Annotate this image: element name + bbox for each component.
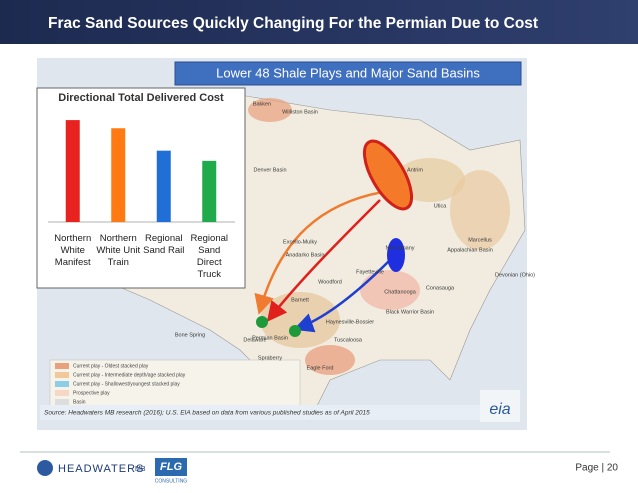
map-label: Marcellus	[468, 237, 492, 243]
sand-basin	[256, 316, 268, 328]
map-label: Devonian (Ohio)	[495, 272, 535, 278]
map-label: Barnett	[291, 297, 309, 303]
logo2: FLG	[160, 461, 182, 473]
page-number: Page | 20	[575, 463, 618, 474]
bar	[65, 120, 80, 222]
bar	[156, 150, 171, 222]
map-label: Williston Basin	[282, 109, 318, 115]
x-tick-label: Northern White Unit Train	[96, 233, 141, 268]
eia-logo: eia	[489, 401, 510, 418]
slide-title: Frac Sand Sources Quickly Changing For t…	[48, 15, 538, 32]
chart-title: Directional Total Delivered Cost	[58, 92, 224, 104]
map-title: Lower 48 Shale Plays and Major Sand Basi…	[216, 65, 480, 80]
map-label: Haynesville-Bossier	[326, 319, 374, 325]
sand-basin	[387, 238, 405, 272]
play	[360, 270, 420, 310]
map-label: Excello-Mulky	[283, 239, 317, 245]
map-label: Chattanooga	[384, 289, 416, 295]
arrow	[254, 188, 396, 315]
sand-basin	[289, 325, 301, 337]
map-label: Antrim	[407, 167, 423, 173]
map-label: Denver Basin	[253, 167, 286, 173]
legend-label: Prospective play	[73, 390, 110, 396]
logo2-sub: CONSULTING	[155, 478, 188, 484]
map-label: Black Warrior Basin	[386, 309, 434, 315]
sand-basin	[362, 139, 414, 211]
logo-bg	[480, 390, 520, 422]
header-bar	[0, 0, 638, 44]
map-label: Delaware	[243, 337, 266, 343]
logo1-suffix: MB	[135, 466, 146, 473]
map-label: Eagle Ford	[307, 365, 334, 371]
logo1: HEADWATERS	[58, 463, 144, 475]
play	[248, 98, 292, 122]
legend-label: Current play - Shallowest/youngest stack…	[73, 381, 180, 387]
legend-label: Current play - Intermediate depth/age st…	[73, 372, 186, 378]
legend-label: Basin	[73, 399, 86, 405]
legend-label: Current play - Oldest stacked play	[73, 363, 149, 369]
play	[305, 345, 355, 375]
x-tick-label: Northern White Manifest	[54, 233, 92, 268]
source-bar	[40, 405, 480, 420]
map-label: Conasauga	[426, 285, 455, 291]
legend-swatch	[55, 390, 69, 396]
x-tick-label: Regional Sand Direct Truck	[190, 233, 229, 280]
legend-swatch	[55, 381, 69, 387]
map-label: Spraberry	[258, 355, 282, 361]
bar	[111, 128, 126, 222]
x-tick-label: Regional Sand Rail	[143, 233, 185, 256]
map-label: Fayetteville	[356, 269, 384, 275]
map-label: Permian Basin	[252, 335, 288, 341]
legend-swatch	[55, 363, 69, 369]
arrow	[266, 199, 381, 322]
logo2-box	[155, 458, 187, 476]
basin	[450, 170, 510, 250]
bar	[202, 160, 217, 222]
map-label: Woodford	[318, 279, 342, 285]
map-label: Tuscaloosa	[334, 337, 363, 343]
logo-icon	[37, 460, 53, 476]
source: Source: Headwaters MB research (2016); U…	[44, 410, 370, 417]
map-label: Bakken	[253, 101, 271, 107]
map-legend	[49, 359, 301, 411]
map-label: Anadarko Basin	[286, 252, 325, 258]
map-label: Utica	[434, 203, 447, 209]
arrow	[293, 259, 391, 333]
map-label: Bone Spring	[175, 332, 205, 338]
map-title-box	[174, 61, 522, 86]
legend-swatch	[55, 399, 69, 405]
legend-swatch	[55, 372, 69, 378]
map-label: New Albany	[385, 245, 414, 251]
map-label: Appalachian Basin	[447, 247, 493, 253]
